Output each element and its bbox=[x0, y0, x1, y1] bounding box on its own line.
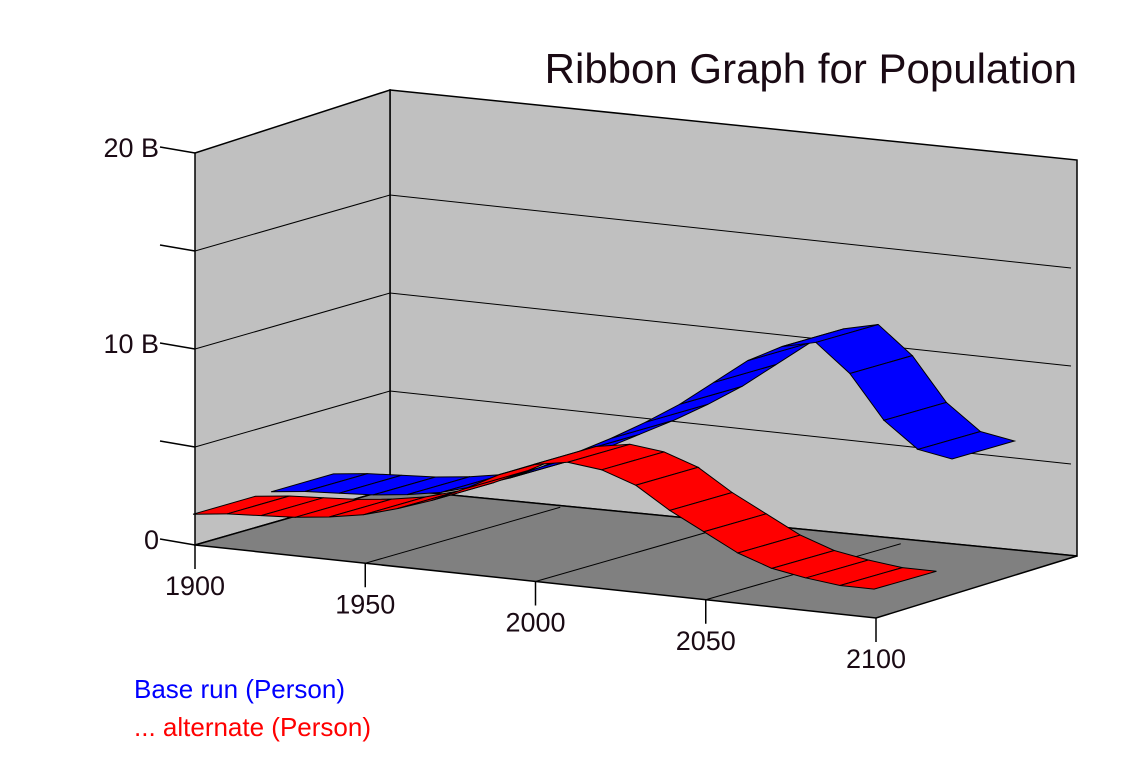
y-tick bbox=[159, 146, 196, 154]
ribbons bbox=[192, 323, 1017, 590]
chart-title: Ribbon Graph for Population bbox=[545, 45, 1077, 92]
gridline-y bbox=[194, 390, 1072, 465]
y-minor-tick bbox=[159, 244, 196, 252]
y-tick bbox=[159, 538, 196, 546]
x-tick-label: 1900 bbox=[165, 571, 225, 601]
y-minor-tick bbox=[159, 440, 196, 448]
x-tick-label: 2100 bbox=[846, 644, 906, 674]
x-tick-label: 2000 bbox=[505, 608, 565, 638]
y-tick bbox=[159, 342, 196, 350]
chart-walls bbox=[194, 88, 1078, 619]
y-tick-label: 10 B bbox=[103, 329, 159, 359]
legend-alternate: ... alternate (Person) bbox=[134, 712, 371, 742]
x-tick-label: 2050 bbox=[676, 626, 736, 656]
axis-ticks: 0 10 B 20 B 1900 1950 2000 2050 2100 bbox=[103, 133, 906, 674]
gridline-y bbox=[194, 194, 1072, 269]
ribbon-segment-base-run bbox=[916, 430, 1017, 460]
legend-base-run: Base run (Person) bbox=[134, 674, 345, 704]
x-tick-label: 1950 bbox=[335, 589, 395, 619]
y-tick-label: 20 B bbox=[103, 133, 159, 163]
gridline-x bbox=[535, 525, 731, 582]
gridline-x bbox=[365, 506, 561, 564]
back-wall bbox=[389, 89, 1078, 557]
ribbon-segment-alternate bbox=[839, 567, 937, 590]
y-tick-label: 0 bbox=[144, 525, 159, 555]
